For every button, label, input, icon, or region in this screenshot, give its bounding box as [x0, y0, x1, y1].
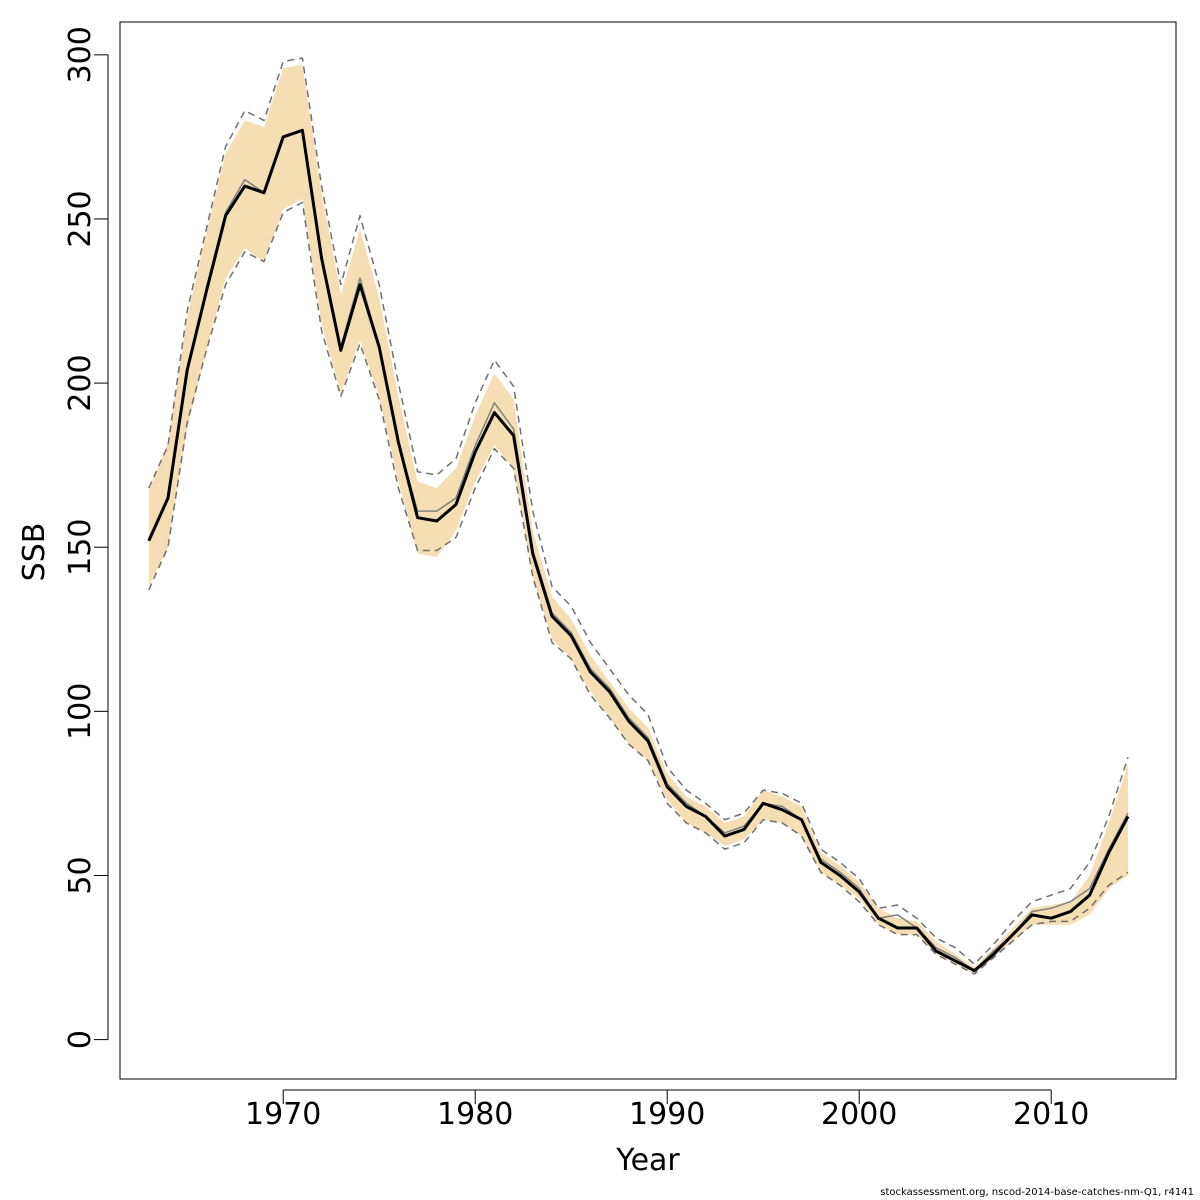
x-tick-label: 1970: [245, 1097, 321, 1132]
y-tick-label: 150: [63, 519, 98, 576]
series-lines-layer: [147, 57, 1130, 975]
confidence-band-layer: [148, 64, 1129, 974]
x-tick-label: 1990: [629, 1097, 705, 1132]
y-tick-label: 100: [63, 683, 98, 740]
y-tick-label: 300: [63, 26, 98, 83]
footer-credit: stockassessment.org, nscod-2014-base-cat…: [880, 1187, 1194, 1198]
axes-layer: 0 50 100 150 200 250 300 1970 1980 1990 2000 2010: [63, 26, 1089, 1132]
secondary-estimate-line: [148, 129, 1129, 972]
x-axis-title: Year: [615, 1143, 680, 1178]
y-tick-label: 0: [63, 1030, 98, 1049]
x-tick-label: 1980: [437, 1097, 513, 1132]
confidence-band: [148, 64, 1129, 974]
plot-frame: [119, 21, 1177, 1080]
ssb-estimate-line: [147, 128, 1130, 973]
y-tick-label: 50: [63, 856, 98, 894]
lower-bound-dashed-line: [148, 201, 1129, 975]
y-tick-label: 200: [63, 354, 98, 411]
y-tick-label: 250: [63, 190, 98, 247]
x-tick-label: 2000: [821, 1097, 897, 1132]
x-tick-label: 2010: [1013, 1097, 1089, 1132]
y-axis-title: SSB: [17, 523, 52, 582]
